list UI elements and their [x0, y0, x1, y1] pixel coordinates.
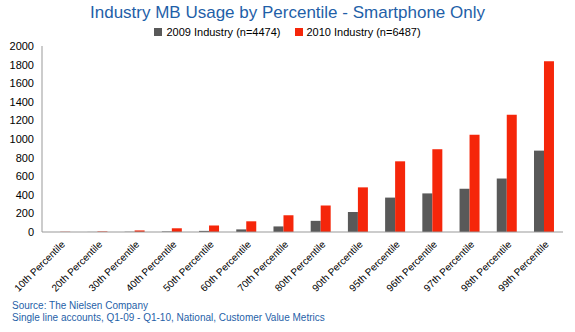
svg-text:1800: 1800	[10, 59, 34, 71]
svg-text:97th Percentile: 97th Percentile	[421, 238, 477, 294]
svg-text:10th Percentile: 10th Percentile	[12, 238, 67, 294]
svg-text:99th Percentile: 99th Percentile	[496, 238, 551, 293]
svg-text:400: 400	[16, 189, 34, 201]
svg-text:1200: 1200	[10, 114, 34, 126]
svg-text:1400: 1400	[10, 96, 34, 108]
svg-text:600: 600	[16, 170, 34, 182]
svg-text:70th Percentile: 70th Percentile	[235, 238, 291, 294]
html-text:2009 Industry (n=4474): 2009 Industry (n=4474)	[166, 26, 281, 38]
svg-text:95th Percentile: 95th Percentile	[347, 238, 402, 294]
svg-text:1600: 1600	[10, 77, 34, 89]
svg-text:98th Percentile: 98th Percentile	[458, 238, 514, 294]
html-text:2010 Industry (n=6487): 2010 Industry (n=6487)	[306, 26, 421, 38]
svg-text:50th Percentile: 50th Percentile	[160, 238, 216, 294]
svg-text:20th Percentile: 20th Percentile	[49, 238, 105, 294]
svg-text:30th Percentile: 30th Percentile	[86, 238, 142, 294]
svg-text:96th Percentile: 96th Percentile	[384, 238, 440, 294]
html-text:Industry MB Usage by Percentil: Industry MB Usage by Percentile - Smartp…	[90, 3, 485, 22]
svg-text:80th Percentile: 80th Percentile	[272, 238, 328, 294]
svg-text:1000: 1000	[10, 133, 34, 145]
svg-text:2000: 2000	[10, 40, 34, 52]
html-text:Source: The Nielsen Company: Source: The Nielsen Company	[12, 300, 148, 311]
svg-text:800: 800	[16, 152, 34, 164]
svg-text:60th Percentile: 60th Percentile	[198, 238, 254, 294]
svg-text:0: 0	[28, 226, 34, 238]
html-text:Single line accounts, Q1-09 -: Single line accounts, Q1-09 - Q1-10, Nat…	[12, 312, 325, 323]
svg-text:40th Percentile: 40th Percentile	[123, 238, 179, 294]
svg-text:200: 200	[16, 207, 34, 219]
svg-text:90th Percentile: 90th Percentile	[309, 238, 365, 294]
